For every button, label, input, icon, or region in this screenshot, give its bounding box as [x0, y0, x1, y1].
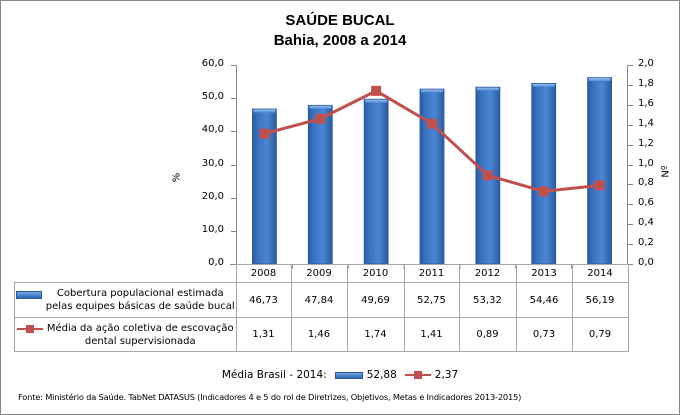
value-cell: 1,46 — [290, 317, 348, 352]
year-cell: 2010 — [346, 264, 405, 283]
value-cell: 56,19 — [571, 282, 629, 318]
chart-title: SAÚDE BUCAL — [285, 12, 395, 29]
series2-label-line2: dental supervisionada — [84, 335, 196, 347]
line-markers — [259, 85, 605, 197]
value-cell: 1,31 — [235, 317, 292, 352]
bar — [363, 98, 389, 265]
right-tick-label: 0,0 — [638, 257, 654, 268]
value-cell: 1,74 — [346, 317, 405, 352]
line-marker — [427, 118, 437, 129]
left-tick-label: 40,0 — [201, 124, 224, 136]
left-tick-label: 60,0 — [201, 58, 224, 69]
year-cell: 2011 — [403, 264, 460, 283]
year-cell: 2008 — [235, 264, 292, 283]
bar-series — [252, 77, 612, 265]
line-legend-icon — [404, 370, 431, 380]
bar-legend-icon — [15, 291, 42, 299]
right-tick-label: 1,4 — [638, 117, 654, 129]
value-cell: 0,73 — [515, 317, 573, 352]
chart-subtitle: Bahia, 2008 a 2014 — [273, 32, 407, 49]
series1-label-line1: Cobertura populacional estimada — [56, 288, 224, 299]
value-cell: 0,89 — [458, 317, 517, 352]
brasil-label: Média Brasil - 2014: — [221, 369, 327, 381]
source-note: Fonte: Ministério da Saúde. TabNet DATAS… — [18, 392, 522, 402]
brasil-average: Média Brasil - 2014: 52,88 2,37 — [0, 369, 680, 381]
year-cell: 2014 — [571, 264, 629, 283]
series1-legend-cell: Cobertura populacional estimada pelas eq… — [14, 282, 237, 318]
value-cell: 53,32 — [458, 282, 517, 318]
value-cell: 49,69 — [346, 282, 405, 318]
line-marker — [371, 85, 382, 96]
bar — [587, 77, 612, 265]
year-cell: 2013 — [515, 264, 573, 283]
value-cell: 0,79 — [571, 317, 629, 352]
bar-legend-icon — [334, 371, 363, 379]
brasil-series2-value: 2,37 — [434, 369, 459, 381]
line-marker — [259, 128, 270, 139]
right-tick-label: 1,6 — [638, 97, 654, 109]
table-row-brushing: Média da ação coletiva de escovação dent… — [14, 317, 629, 352]
left-tick-label: 0,0 — [208, 257, 224, 268]
left-tick-label: 50,0 — [201, 91, 224, 103]
series1-label-line2: pelas equipes básicas de saúde bucal — [45, 301, 235, 312]
right-tick-label: 2,0 — [638, 58, 654, 69]
year-cell: 2012 — [458, 264, 517, 283]
line-marker — [538, 186, 549, 197]
right-tick-label: 0,8 — [638, 177, 654, 189]
right-tick-label: 0,2 — [638, 237, 654, 249]
left-tick-label: 30,0 — [201, 157, 224, 169]
value-cell: 54,46 — [515, 282, 573, 318]
right-tick-label: 1,8 — [638, 77, 654, 89]
right-tick-label: 0,6 — [638, 197, 654, 209]
year-cell: 2009 — [290, 264, 348, 283]
left-tick-label: 10,0 — [201, 223, 224, 235]
value-cell: 46,73 — [235, 282, 292, 318]
brasil-series1-value: 52,88 — [366, 369, 397, 381]
line-marker — [594, 180, 605, 191]
line-marker — [315, 113, 326, 124]
line-legend-icon — [16, 324, 43, 334]
left-tick-label: 20,0 — [201, 190, 224, 202]
bar — [531, 82, 557, 265]
table-row-coverage: Cobertura populacional estimada pelas eq… — [14, 282, 629, 318]
right-tick-label: 0,4 — [638, 217, 654, 229]
line-marker — [482, 170, 493, 181]
right-tick-label: 1,0 — [638, 157, 654, 169]
value-cell: 47,84 — [290, 282, 348, 318]
bar — [307, 104, 333, 265]
data-table: 2008 2009 2010 2011 2012 2013 2014 Cober… — [14, 264, 629, 352]
value-cell: 1,41 — [403, 317, 460, 352]
value-cell: 52,75 — [403, 282, 460, 318]
series2-label-line1: Média da ação coletiva de escovação — [46, 322, 234, 334]
series2-legend-cell: Média da ação coletiva de escovação dent… — [14, 317, 237, 352]
right-tick-label: 1,2 — [638, 137, 654, 149]
bar — [419, 88, 445, 265]
